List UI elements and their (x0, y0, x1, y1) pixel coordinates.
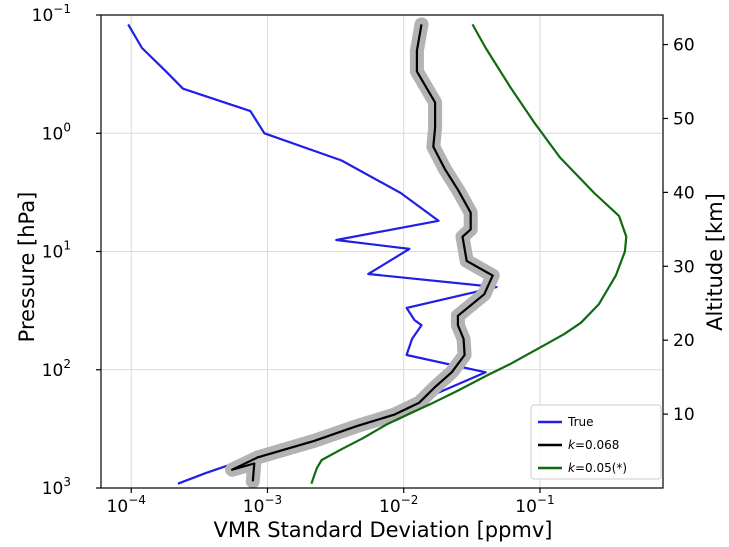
x-axis-title: VMR Standard Deviation [ppmv] (213, 518, 552, 542)
y2-tick-label: 60 (673, 36, 695, 56)
legend-label: k=0.068 (568, 438, 619, 452)
y2-tick-label: 40 (673, 183, 695, 203)
y2-axis-title: Altitude [km] (703, 193, 727, 331)
y2-tick-label: 30 (673, 257, 695, 277)
y2-tick-label: 20 (673, 331, 695, 351)
y2-tick-label: 10 (673, 405, 695, 425)
y2-tick-label: 50 (673, 109, 695, 129)
legend-label: k=0.05(*) (568, 461, 627, 475)
legend: True k=0.068 k=0.05(*) (531, 405, 661, 479)
legend-label: True (567, 415, 594, 429)
y-axis-title: Pressure [hPa] (15, 192, 39, 343)
